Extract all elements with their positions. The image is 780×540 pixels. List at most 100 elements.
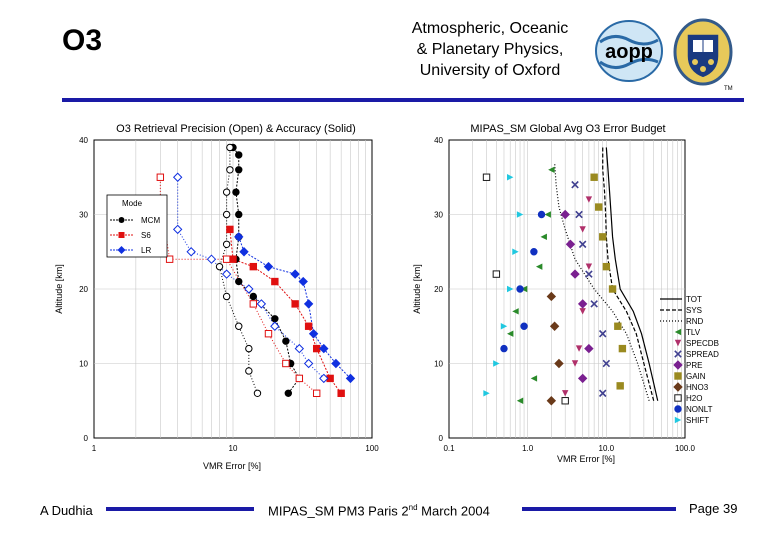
data-point-mcm-accuracy (271, 315, 279, 323)
budget-point-hno3 (554, 358, 564, 369)
legend-label-spread: SPREAD (686, 350, 719, 359)
footer-rule-right (522, 507, 676, 511)
y-tick-label: 40 (434, 136, 443, 145)
legend-marker-spread (674, 350, 682, 358)
chart-left: O3 Retrieval Precision (Open) & Accuracy… (54, 123, 379, 471)
budget-point-spread (585, 270, 593, 278)
institution-line-2: & Planetary Physics, (416, 41, 564, 58)
data-point-s6-precision (295, 374, 304, 383)
chart-right: MIPAS_SM Global Avg O3 Error Budget 0 10 2… (412, 123, 719, 464)
legend-s6-label: S6 (141, 231, 151, 240)
data-point-lr-accuracy (319, 343, 329, 354)
data-point-mcm-precision (226, 166, 234, 174)
x-tick-label: 10 (229, 444, 238, 453)
budget-point-shift (493, 360, 500, 367)
y-tick-label: 20 (79, 285, 88, 294)
budget-point-gain (595, 203, 603, 211)
budget-point-pre (570, 269, 580, 279)
budget-point-pre (577, 373, 588, 384)
budget-point-tlv (548, 166, 555, 173)
legend-marker-pre (673, 360, 683, 370)
chart-left-legend: Mode MCM S6 LR (106, 194, 168, 258)
data-point-lr-accuracy (290, 269, 300, 279)
data-point-s6-accuracy (312, 344, 321, 353)
legend-s6-marker (118, 232, 125, 238)
budget-point-tlv (512, 308, 519, 315)
budget-point-specdb (562, 390, 569, 397)
budget-point-hno3 (546, 291, 557, 302)
legend-mcm-label: MCM (141, 216, 160, 225)
budget-point-pre (584, 343, 594, 354)
data-point-lr-accuracy (303, 299, 314, 309)
data-point-lr-accuracy (263, 261, 274, 272)
data-point-lr-precision (186, 247, 196, 257)
data-point-mcm-accuracy (235, 166, 243, 174)
legend-marker-h2o (674, 394, 682, 402)
legend-label-pre: PRE (686, 361, 702, 370)
data-point-mcm-precision (226, 143, 234, 152)
budget-point-specdb (585, 196, 593, 203)
footer-event-rest: March 2004 (417, 503, 490, 519)
budget-point-h2o (482, 173, 491, 181)
chart-left-ylabel: Altitude [km] (54, 264, 64, 314)
legend-label-specdb: SPECDB (686, 339, 719, 348)
data-point-lr-precision (221, 269, 232, 279)
legend-label-nonlt: NONLT (686, 405, 713, 414)
data-point-lr-precision (303, 358, 314, 369)
data-point-lr-accuracy (239, 247, 249, 257)
budget-point-tlv (520, 285, 528, 293)
budget-point-spread (578, 240, 587, 249)
legend-marker-specdb (674, 339, 682, 347)
data-point-lr-precision (270, 321, 280, 331)
data-point-lr-accuracy (308, 328, 319, 339)
budget-point-gain (599, 233, 607, 241)
institution-line-1: Atmospheric, Oceanic (411, 20, 569, 37)
legend-lr-marker (117, 246, 126, 254)
budget-point-specdb (579, 226, 586, 233)
y-tick-label: 30 (79, 211, 88, 220)
budget-point-nonlt (537, 210, 546, 219)
budget-point-spread (571, 180, 579, 189)
budget-point-shift (507, 285, 514, 293)
budget-point-tlv (544, 211, 551, 218)
data-point-lr-accuracy (345, 373, 356, 384)
budget-point-nonlt (520, 322, 528, 330)
data-point-s6-precision (264, 330, 273, 338)
budget-point-gain (618, 344, 627, 353)
legend-label-gain: GAIN (686, 372, 706, 381)
footer-page-number: Page 39 (689, 501, 738, 516)
legend-label-shift: SHIFT (686, 416, 709, 425)
x-tick-label: 10.0 (599, 444, 615, 453)
data-point-s6-accuracy (229, 255, 237, 263)
data-point-lr-accuracy (234, 232, 244, 242)
data-point-s6-precision (165, 255, 174, 263)
data-point-mcm-precision (215, 262, 224, 271)
university-crest: TM (673, 18, 733, 92)
budget-point-spread (590, 300, 598, 308)
budget-point-gain (616, 382, 624, 390)
y-tick-label: 20 (434, 285, 443, 294)
budget-line-tot (605, 147, 659, 401)
data-point-mcm-precision (222, 240, 231, 249)
data-point-s6-precision (312, 389, 321, 398)
series-line-mcm-accuracy (232, 147, 300, 394)
x-tick-label: 1.0 (522, 444, 534, 453)
data-point-lr-precision (244, 284, 254, 294)
y-tick-label: 0 (84, 434, 89, 443)
legend-marker-hno3 (673, 382, 683, 392)
y-tick-label: 0 (439, 434, 444, 443)
legend-mcm-marker (118, 217, 125, 223)
legend-marker-gain (674, 372, 682, 380)
data-point-mcm-accuracy (284, 389, 293, 397)
data-point-mcm-precision (222, 210, 231, 219)
budget-point-tlv (516, 397, 524, 404)
legend-lr-label: LR (141, 246, 151, 255)
legend-marker-shift (674, 416, 682, 424)
data-point-mcm-precision (253, 389, 262, 397)
footer-event-sup: nd (408, 503, 418, 512)
y-tick-label: 30 (434, 211, 443, 220)
budget-point-spread (598, 329, 607, 338)
budget-point-spread (598, 389, 607, 398)
data-point-s6-accuracy (337, 389, 345, 398)
budget-point-tlv (540, 233, 547, 241)
